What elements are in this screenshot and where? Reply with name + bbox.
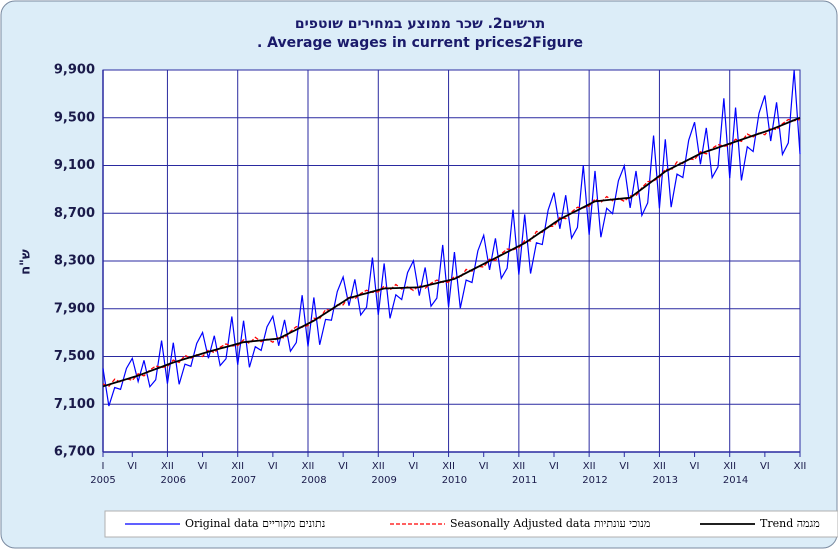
x-tick-label: VI	[690, 461, 700, 472]
x-tick-label: XII	[161, 461, 174, 472]
series-line	[102, 116, 801, 388]
x-group-label: 2005	[90, 475, 115, 486]
x-tick-label: XII	[583, 461, 596, 472]
x-tick-label: VI	[549, 461, 559, 472]
legend-label: Seasonally Adjusted data מנוכי עונתיות	[450, 517, 650, 530]
y-tick-label: 8,700	[54, 206, 95, 221]
x-tick-label: XII	[372, 461, 385, 472]
x-group-label: 2011	[512, 475, 537, 486]
y-tick-label: 7,100	[54, 397, 95, 412]
x-group-label: 2013	[653, 475, 678, 486]
x-tick-label: VI	[760, 461, 770, 472]
x-group-label: 2008	[301, 475, 326, 486]
x-tick-label: XII	[723, 461, 736, 472]
y-tick-label: 7,500	[54, 349, 95, 364]
y-tick-label: 9,900	[54, 63, 95, 78]
x-group-label: 2014	[723, 475, 748, 486]
x-tick-label: XII	[653, 461, 666, 472]
x-group-label: 2009	[371, 475, 396, 486]
y-tick-label: 6,700	[54, 445, 95, 460]
x-tick-label: XII	[512, 461, 525, 472]
x-group-label: 2006	[161, 475, 186, 486]
x-tick-label: VI	[409, 461, 419, 472]
x-tick-label: VI	[198, 461, 208, 472]
x-tick-label: VI	[338, 461, 348, 472]
y-axis-label: ש"ח	[19, 249, 34, 275]
y-tick-label: 8,300	[54, 254, 95, 269]
x-tick-label: XII	[794, 461, 807, 472]
x-tick-label: VI	[479, 461, 489, 472]
x-tick-label: VI	[268, 461, 278, 472]
x-group-label: 2012	[582, 475, 607, 486]
y-tick-label: 9,100	[54, 158, 95, 173]
x-tick-label: XII	[231, 461, 244, 472]
x-group-label: 2010	[442, 475, 467, 486]
x-tick-label: VI	[127, 461, 137, 472]
x-tick-label: VI	[619, 461, 629, 472]
chart-subtitle: . Average wages in current prices2Figure	[257, 35, 583, 51]
plot-border	[102, 69, 801, 453]
x-group-label: 2007	[231, 475, 256, 486]
x-tick-label: XII	[302, 461, 315, 472]
legend-label: Original data נתונים מקוריים	[185, 517, 325, 530]
legend-label: Trend מגמה	[760, 517, 820, 530]
chart-title: תרשים2. שכר ממוצע במחירים שוטפים	[295, 16, 545, 32]
y-tick-label: 9,500	[54, 110, 95, 125]
x-tick-label: I	[102, 461, 105, 472]
x-tick-label: XII	[442, 461, 455, 472]
y-tick-label: 7,900	[54, 301, 95, 316]
